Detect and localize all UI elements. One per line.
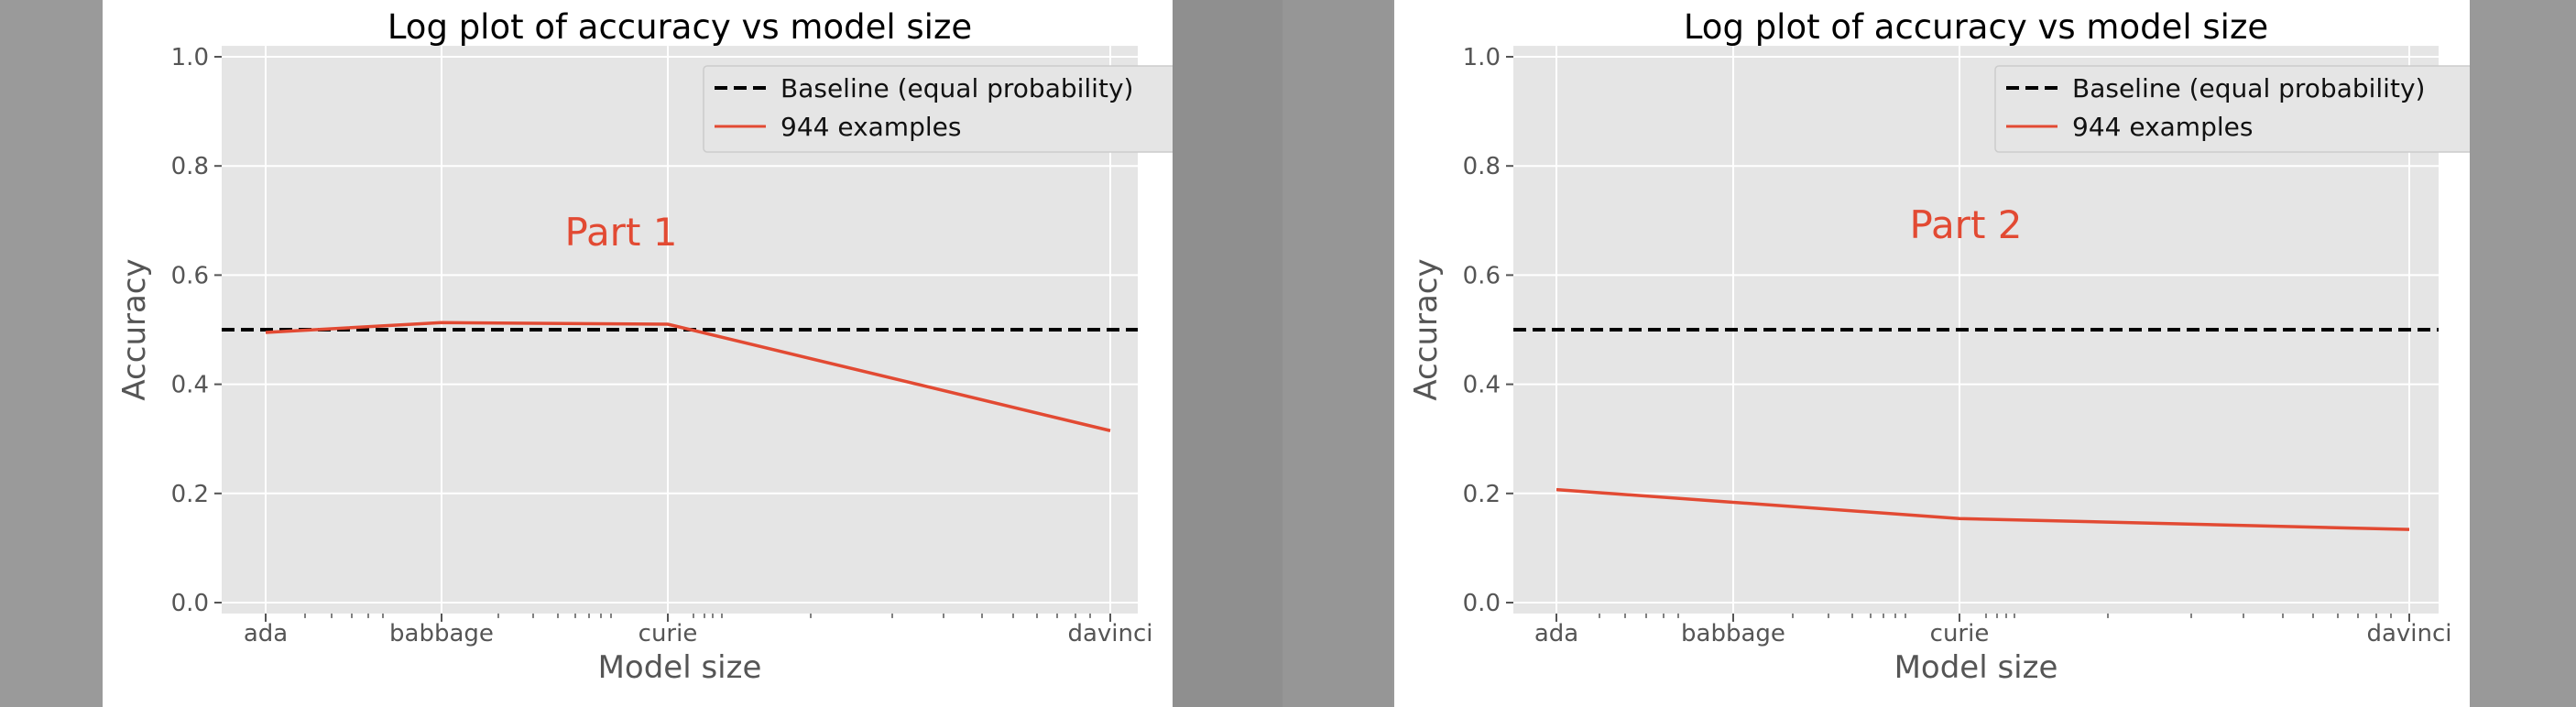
legend-label: Baseline (equal probability) xyxy=(780,73,1133,103)
y-tick-label: 0.6 xyxy=(1463,262,1501,289)
chart-title: Log plot of accuracy vs model size xyxy=(1684,7,2268,47)
y-tick-label: 0.4 xyxy=(171,372,209,399)
y-axis-label: Accuracy xyxy=(116,258,153,400)
chart-part-1: 0.0 0.2 0.4 0.6 0.8 1.0 ada babbage curie davinci… xyxy=(116,7,1173,686)
series-line-944-examples xyxy=(265,321,1111,432)
legend-label: 944 examples xyxy=(2072,112,2253,142)
background-window-right xyxy=(2470,0,2576,707)
y-axis-label: Accuracy xyxy=(1408,258,1445,400)
chart-title: Log plot of accuracy vs model size xyxy=(387,7,972,47)
x-tick-label: davinci xyxy=(1067,620,1152,647)
background-window-middle xyxy=(1173,0,1283,707)
y-tick-label: 0.8 xyxy=(1463,153,1501,180)
y-tick-label: 0.8 xyxy=(171,153,209,180)
x-tick-label: ada xyxy=(244,620,288,647)
chart-panel-part-2: 0.0 0.2 0.4 0.6 0.8 1.0 ada babbage curie davinci… xyxy=(1394,0,2470,707)
y-tick-label: 0.2 xyxy=(171,481,209,508)
y-tick-label: 1.0 xyxy=(171,44,209,71)
y-tick-label: 0.2 xyxy=(1463,481,1501,508)
y-tick-label: 0.0 xyxy=(1463,590,1501,617)
y-tick-label: 0.4 xyxy=(1463,372,1501,399)
legend-box xyxy=(1994,65,2470,153)
legend-box xyxy=(703,65,1173,153)
x-axis-label: Model size xyxy=(598,649,762,686)
x-tick-label: curie xyxy=(1930,620,1990,647)
y-tick-label: 0.0 xyxy=(171,590,209,617)
x-tick-label: davinci xyxy=(2366,620,2451,647)
y-tick-label: 1.0 xyxy=(1463,44,1501,71)
background-window-left xyxy=(0,0,103,707)
x-tick-label: babbage xyxy=(1681,620,1785,647)
x-axis-label: Model size xyxy=(1894,649,2058,686)
y-tick-label: 0.6 xyxy=(171,262,209,289)
legend-label: 944 examples xyxy=(780,112,961,142)
legend-label: Baseline (equal probability) xyxy=(2072,73,2425,103)
x-tick-label: babbage xyxy=(389,620,494,647)
part-annotation: Part 2 xyxy=(1910,202,2023,247)
x-tick-label: curie xyxy=(639,620,698,647)
x-tick-label: ada xyxy=(1534,620,1578,647)
chart-panel-part-1: 0.0 0.2 0.4 0.6 0.8 1.0 ada babbage curie davinci… xyxy=(103,0,1173,707)
background-window-middle-2 xyxy=(1283,0,1392,707)
chart-part-2: 0.0 0.2 0.4 0.6 0.8 1.0 ada babbage curie davinci… xyxy=(1408,7,2470,686)
series-line-944-examples xyxy=(1555,487,2410,531)
part-annotation: Part 1 xyxy=(565,210,678,255)
